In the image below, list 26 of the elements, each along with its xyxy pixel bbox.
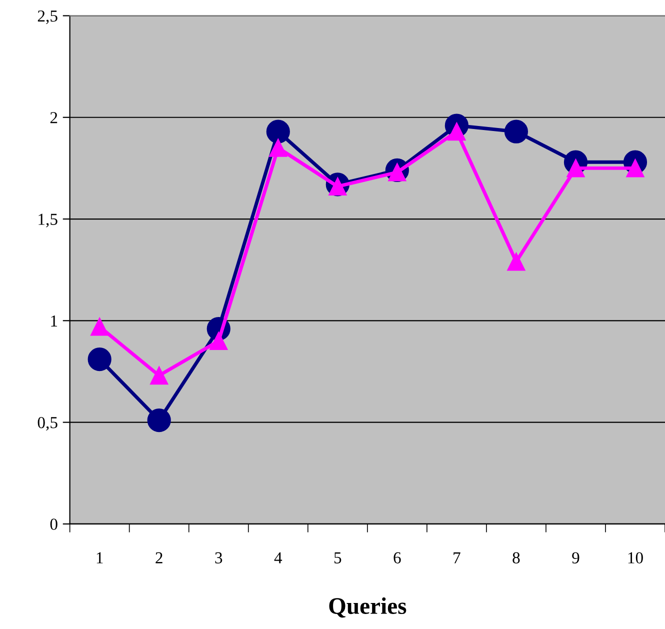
x-tick-label: 10 — [628, 552, 643, 564]
y-tick-label: 2 — [50, 112, 58, 124]
x-tick-label: 8 — [512, 552, 520, 564]
y-tick-label: 1 — [51, 315, 58, 326]
x-tick-label: 3 — [215, 552, 222, 564]
x-tick-label: 7 — [454, 552, 460, 564]
x-tick-label: 5 — [334, 552, 342, 564]
y-tick-label: 2,5 — [38, 10, 58, 24]
point — [507, 252, 526, 271]
point — [269, 138, 288, 157]
y-tick-label: 1,5 — [38, 214, 58, 228]
y-tick-label: 0 — [50, 518, 58, 530]
x-tick-label: 9 — [572, 552, 580, 564]
y-tick-label: 0,5 — [38, 417, 58, 431]
point — [90, 318, 109, 336]
point — [147, 408, 171, 432]
point — [266, 120, 290, 144]
point — [150, 366, 168, 385]
point — [210, 332, 228, 350]
x-tick-label: 2 — [156, 552, 162, 564]
point — [504, 120, 528, 144]
x-tick-label: 4 — [274, 552, 282, 564]
x-axis-title: Queries — [329, 597, 406, 618]
x-tick-label: 1 — [96, 552, 103, 564]
point — [88, 347, 112, 372]
x-tick-label: 6 — [394, 552, 401, 564]
